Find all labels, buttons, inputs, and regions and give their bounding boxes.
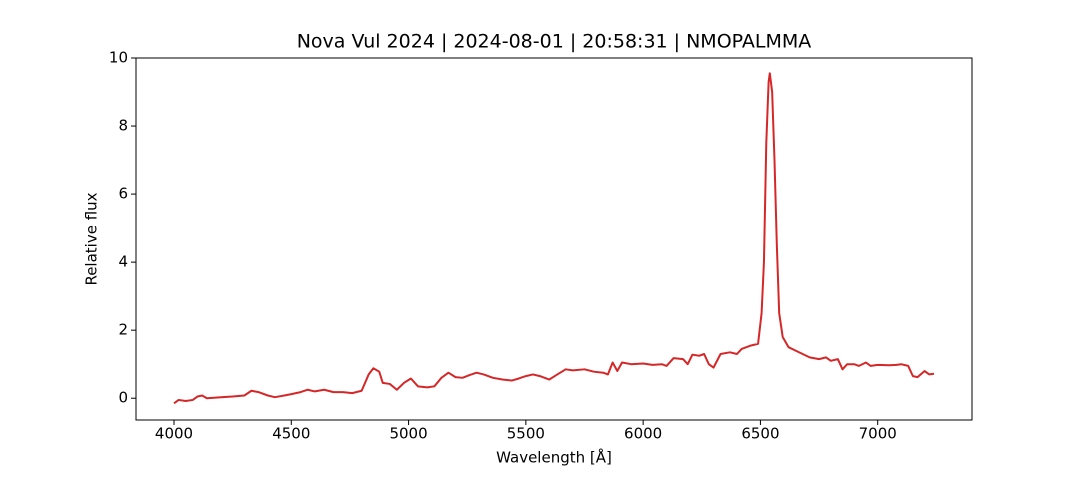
y-axis-label: Relative flux — [83, 192, 101, 285]
x-tick-label: 5500 — [507, 425, 545, 443]
x-tick-label: 4000 — [155, 425, 193, 443]
chart-title: Nova Vul 2024 | 2024-08-01 | 20:58:31 | … — [297, 31, 812, 53]
y-tick-label: 10 — [109, 49, 128, 67]
x-tick-label: 6000 — [624, 425, 662, 443]
plot-frame — [135, 57, 973, 421]
x-tick-label: 5000 — [389, 425, 427, 443]
y-tick-label: 6 — [118, 185, 128, 203]
y-tick-label: 2 — [118, 321, 128, 339]
y-tick-label: 4 — [118, 253, 128, 271]
y-tick-label: 8 — [118, 117, 128, 135]
spectrum-line — [173, 72, 935, 405]
x-tick-label: 4500 — [272, 425, 310, 443]
x-tick-label: 6500 — [741, 425, 779, 443]
y-tick-label: 0 — [118, 389, 128, 407]
x-axis-label: Wavelength [Å] — [496, 448, 612, 467]
x-tick-label: 7000 — [859, 425, 897, 443]
